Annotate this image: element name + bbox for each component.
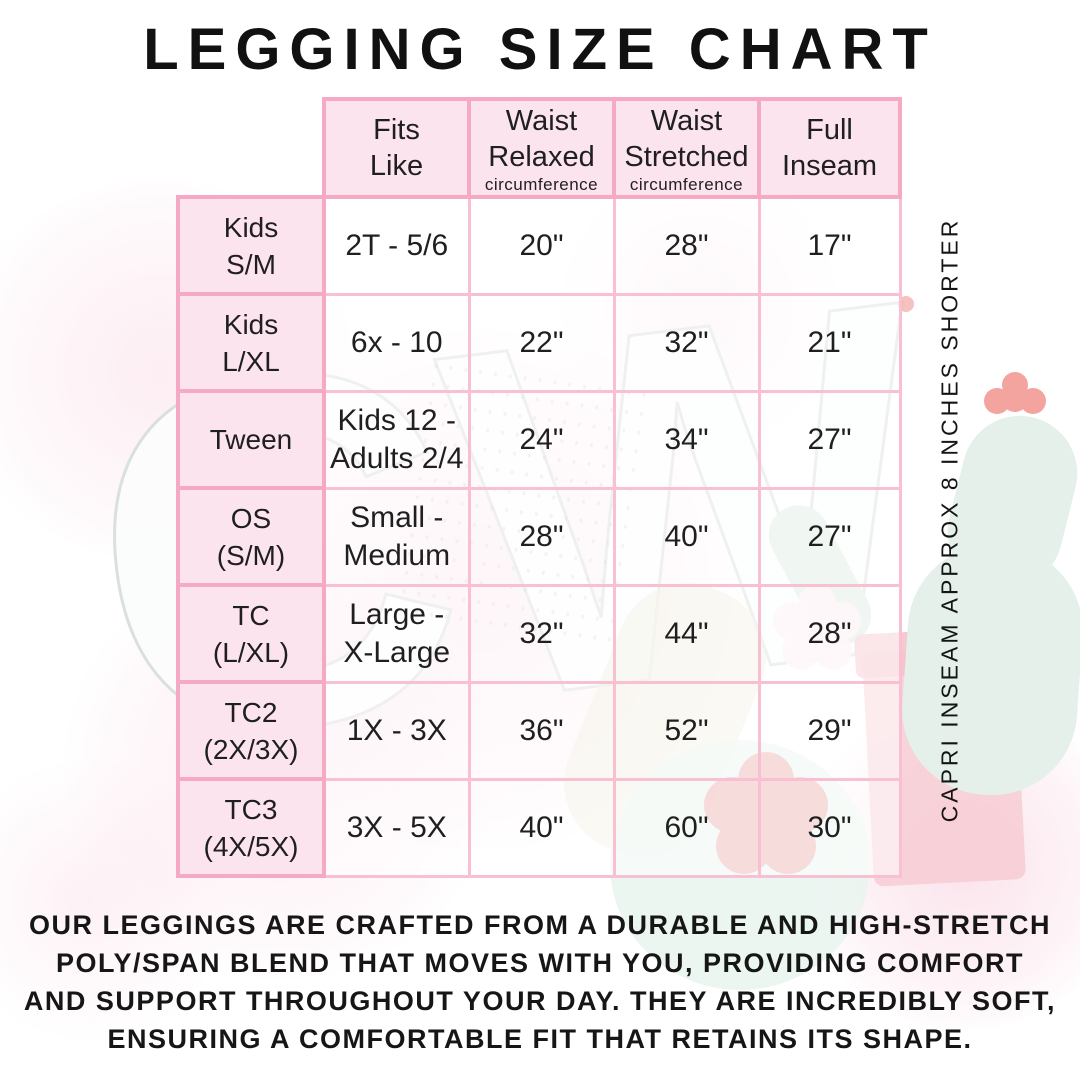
row-label-cell: OS (S/M) <box>176 486 326 587</box>
waist-relaxed-cell: 24" <box>467 389 616 490</box>
row-label-cell: Tween <box>176 389 326 490</box>
column-header-label: Waist Stretched <box>624 104 749 173</box>
full-inseam-cell: 17" <box>757 195 902 296</box>
size-row-tc3: TC3 (4X/5X) 3X - 5X 40" 60" 30" <box>176 777 902 878</box>
column-header-subtext: circumference <box>484 174 599 194</box>
waist-stretched-cell: 40" <box>612 486 761 587</box>
column-header-label: Full Inseam <box>781 113 878 182</box>
waist-stretched-cell: 52" <box>612 680 761 781</box>
size-row-kids-lxl: Kids L/XL 6x - 10 22" 32" 21" <box>176 292 902 393</box>
waist-relaxed-cell: 22" <box>467 292 616 393</box>
waist-relaxed-cell: 40" <box>467 777 616 878</box>
full-inseam-cell: 21" <box>757 292 902 393</box>
column-header-label: Fits Like <box>369 113 424 182</box>
cactus-pad <box>896 539 1080 801</box>
size-row-os: OS (S/M) Small - Medium 28" 40" 27" <box>176 486 902 587</box>
fits-like-cell: 6x - 10 <box>322 292 471 393</box>
column-header-label: Waist Relaxed <box>488 104 595 173</box>
header-row: Fits Like Waist Relaxed circumference Wai… <box>178 97 902 199</box>
waist-stretched-cell: 60" <box>612 777 761 878</box>
full-inseam-cell: 27" <box>757 389 902 490</box>
row-label-cell: TC2 (2X/3X) <box>176 680 326 781</box>
size-table-container: Fits Like Waist Relaxed circumference Wai… <box>176 97 902 878</box>
fits-like-cell: 1X - 3X <box>322 680 471 781</box>
column-header-waist-stretched: Waist Stretched circumference <box>612 97 761 199</box>
row-label-cell: TC3 (4X/5X) <box>176 777 326 878</box>
row-label-cell: TC (L/XL) <box>176 583 326 684</box>
waist-stretched-cell: 32" <box>612 292 761 393</box>
column-header-waist-relaxed: Waist Relaxed circumference <box>467 97 616 199</box>
full-inseam-cell: 28" <box>757 583 902 684</box>
waist-stretched-cell: 44" <box>612 583 761 684</box>
capri-inseam-note: CAPRI INSEAM APPROX 8 INCHES SHORTER <box>936 217 963 823</box>
waist-stretched-cell: 28" <box>612 195 761 296</box>
size-row-tc: TC (L/XL) Large - X-Large 32" 44" 28" <box>176 583 902 684</box>
corner-cell <box>178 99 324 197</box>
full-inseam-cell: 30" <box>757 777 902 878</box>
waist-relaxed-cell: 32" <box>467 583 616 684</box>
size-row-tween: Tween Kids 12 - Adults 2/4 24" 34" 27" <box>176 389 902 490</box>
fits-like-cell: Large - X-Large <box>322 583 471 684</box>
size-table: Fits Like Waist Relaxed circumference Wai… <box>176 97 902 878</box>
full-inseam-cell: 27" <box>757 486 902 587</box>
fabric-description: OUR LEGGINGS ARE CRAFTED FROM A DURABLE … <box>23 910 1057 1054</box>
column-header-fits-like: Fits Like <box>322 97 471 199</box>
waist-relaxed-cell: 36" <box>467 680 616 781</box>
page-title: LEGGING SIZE CHART <box>143 17 937 82</box>
waist-stretched-cell: 34" <box>612 389 761 490</box>
row-label-cell: Kids L/XL <box>176 292 326 393</box>
column-header-subtext: circumference <box>629 174 744 194</box>
row-label-cell: Kids S/M <box>176 195 326 296</box>
size-row-kids-sm: Kids S/M 2T - 5/6 20" 28" 17" <box>176 195 902 296</box>
fits-like-cell: 2T - 5/6 <box>322 195 471 296</box>
cactus-flower <box>1002 386 1028 412</box>
size-row-tc2: TC2 (2X/3X) 1X - 3X 36" 52" 29" <box>176 680 902 781</box>
waist-relaxed-cell: 20" <box>467 195 616 296</box>
fits-like-cell: 3X - 5X <box>322 777 471 878</box>
full-inseam-cell: 29" <box>757 680 902 781</box>
waist-relaxed-cell: 28" <box>467 486 616 587</box>
column-header-full-inseam: Full Inseam <box>757 97 902 199</box>
fits-like-cell: Kids 12 - Adults 2/4 <box>322 389 471 490</box>
fits-like-cell: Small - Medium <box>322 486 471 587</box>
